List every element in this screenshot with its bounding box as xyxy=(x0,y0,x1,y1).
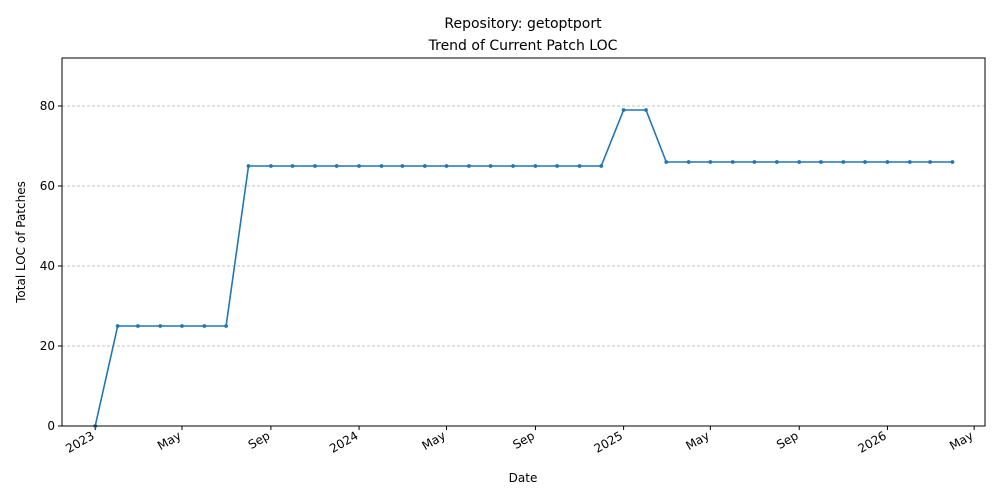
y-tick-label: 20 xyxy=(40,339,55,353)
series-line-group xyxy=(93,108,955,428)
x-tick-label: Sep xyxy=(510,428,537,451)
x-tick-label: Sep xyxy=(774,428,801,451)
data-point xyxy=(511,164,515,168)
x-tick-label: 2023 xyxy=(63,428,96,455)
data-point xyxy=(730,160,735,164)
data-point xyxy=(467,164,471,168)
data-point xyxy=(841,160,846,164)
data-point xyxy=(202,324,207,328)
data-point xyxy=(577,164,582,168)
x-tick-label: May xyxy=(683,428,711,453)
data-point xyxy=(555,164,560,168)
y-tick-label: 0 xyxy=(47,419,55,433)
data-point xyxy=(246,164,251,168)
data-point xyxy=(708,160,713,164)
x-tick-label: 2026 xyxy=(855,428,888,455)
series-line xyxy=(94,109,953,427)
data-point xyxy=(863,160,867,164)
data-point xyxy=(907,160,912,164)
data-point xyxy=(313,164,317,168)
data-point xyxy=(819,160,823,164)
data-point xyxy=(644,108,648,112)
data-point xyxy=(488,164,493,168)
x-axis-label: Date xyxy=(509,471,538,485)
data-point xyxy=(400,164,405,168)
y-tick-label: 80 xyxy=(40,99,55,113)
axis-ticks: 0 20 40 60 80 2023 May Sep 2024 May Sep 2025 May Sep 2… xyxy=(40,99,976,456)
y-tick-label: 40 xyxy=(40,259,55,273)
plot-frame xyxy=(61,57,986,427)
data-point xyxy=(797,160,802,164)
data-point xyxy=(180,324,184,328)
data-point xyxy=(158,324,163,328)
chart-subtitle: Trend of Current Patch LOC xyxy=(428,38,618,54)
x-tick-label: May xyxy=(155,428,183,453)
data-point xyxy=(885,160,890,164)
y-tick-label: 60 xyxy=(40,179,55,193)
x-tick-label: 2024 xyxy=(327,428,360,455)
data-point xyxy=(357,164,361,168)
x-tick-label: Sep xyxy=(246,428,273,451)
data-point xyxy=(268,164,273,168)
data-point xyxy=(533,164,538,168)
data-point xyxy=(599,164,604,168)
data-point xyxy=(135,324,140,328)
gridlines xyxy=(62,105,985,347)
data-point xyxy=(774,160,779,164)
data-point xyxy=(115,324,120,328)
chart-title: Repository: getoptport xyxy=(444,16,602,32)
data-point xyxy=(334,164,339,168)
data-point xyxy=(224,324,228,328)
x-tick-label: May xyxy=(420,428,448,453)
data-point xyxy=(950,160,955,164)
x-tick-label: 2025 xyxy=(592,428,625,455)
data-point xyxy=(422,164,427,168)
data-point xyxy=(664,160,669,164)
data-point xyxy=(290,164,295,168)
data-point xyxy=(444,164,449,168)
data-point xyxy=(686,160,691,164)
data-point xyxy=(621,108,626,112)
x-tick-label: May xyxy=(947,428,975,453)
data-point xyxy=(752,160,757,164)
y-axis-label: Total LOC of Patches xyxy=(14,181,28,304)
data-point xyxy=(928,160,932,164)
data-point xyxy=(379,164,384,168)
